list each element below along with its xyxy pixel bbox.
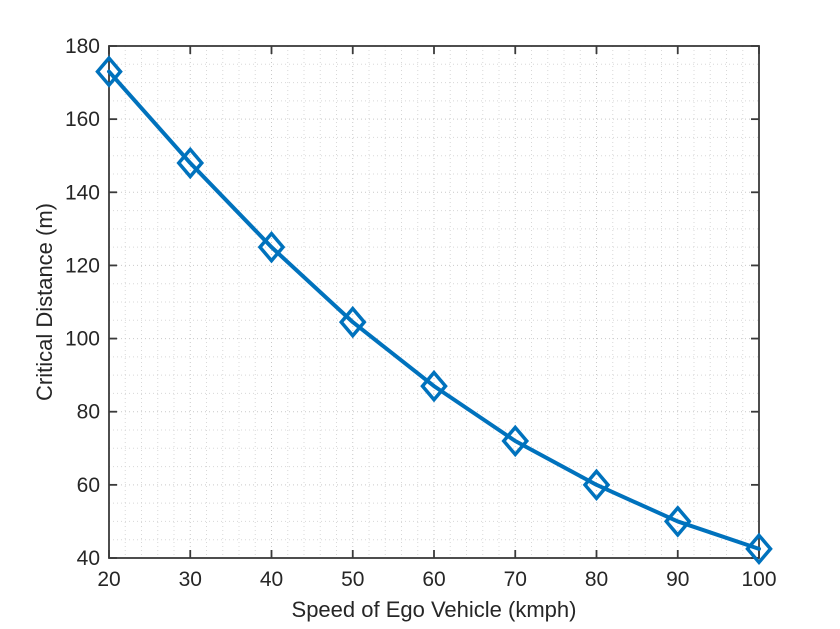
x-tick-label: 40 [260,568,283,591]
y-tick-label: 140 [65,181,100,204]
y-tick-label: 60 [77,474,100,497]
x-tick-label: 20 [97,568,120,591]
data-point-marker [257,230,286,264]
data-point-marker [95,55,123,88]
y-tick-label: 180 [65,35,100,58]
data-point-marker [501,424,530,458]
data-point-marker [582,468,611,502]
x-axis-label: Speed of Ego Vehicle (kmph) [291,597,577,622]
data-point-marker [420,369,448,403]
x-tick-label: 60 [422,568,445,591]
x-tick-label: 80 [585,568,608,591]
y-tick-label: 160 [65,108,100,131]
y-axis-label: Critical Distance (m) [32,202,57,402]
data-point-marker [338,305,367,339]
data-point-marker [663,505,692,538]
series-line [107,69,761,551]
y-tick-label: 80 [77,401,100,424]
y-tick-label: 40 [77,547,100,570]
data-point-marker [745,532,773,566]
x-tick-label: 50 [341,568,364,591]
y-tick-label: 120 [65,254,100,277]
x-tick-label: 30 [179,568,202,591]
x-tick-label: 100 [741,568,776,591]
y-tick-label: 100 [65,328,100,351]
x-tick-label: 70 [504,568,527,591]
x-tick-label: 90 [666,568,689,591]
data-point-marker [176,146,205,180]
